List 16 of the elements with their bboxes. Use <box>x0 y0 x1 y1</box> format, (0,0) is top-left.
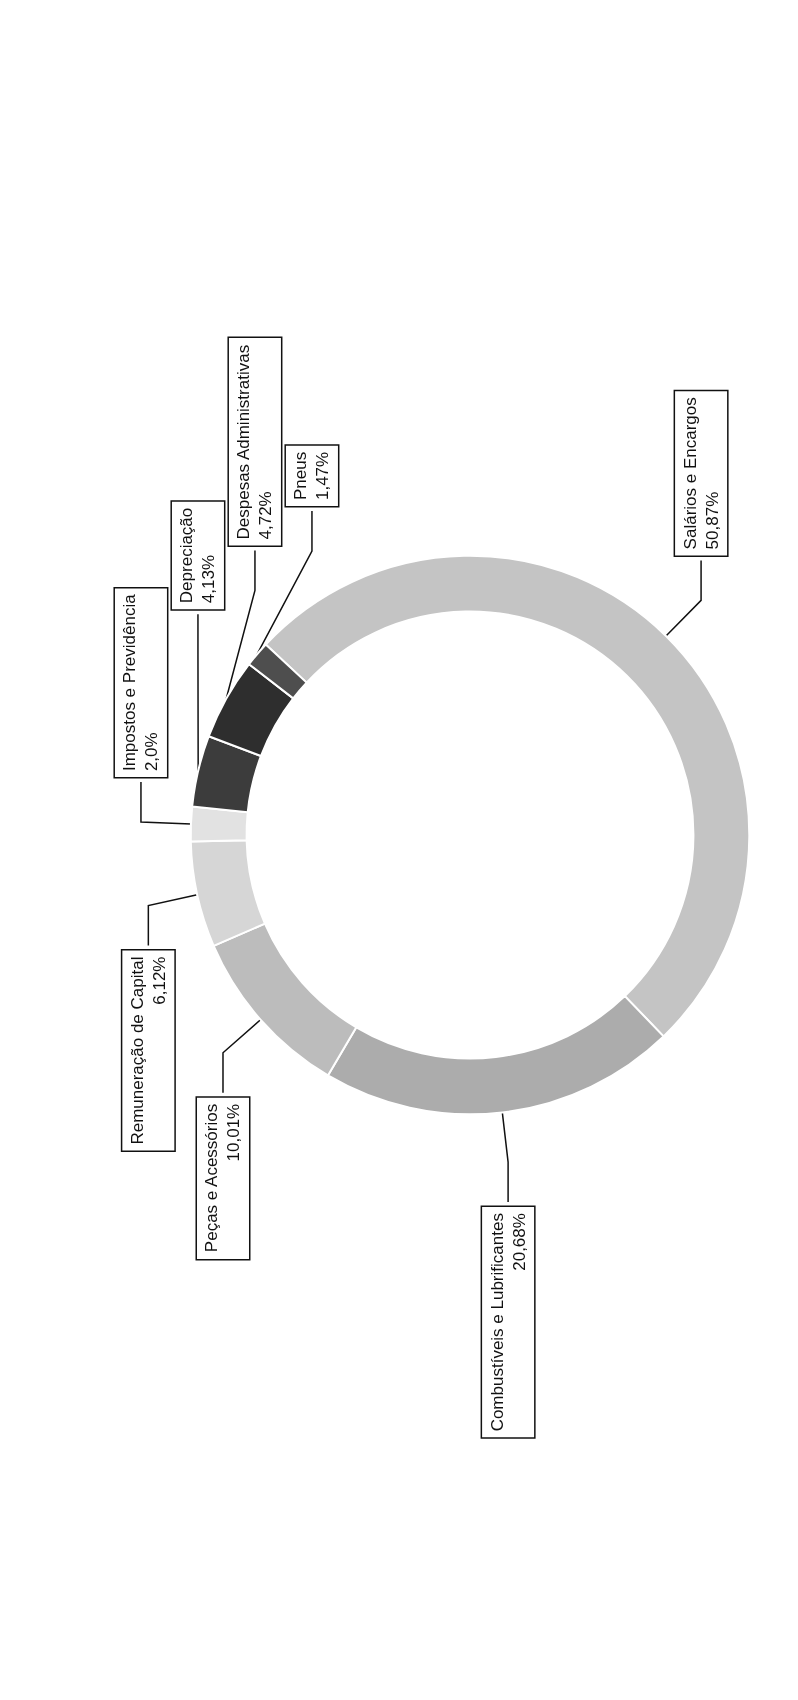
slice-label: Pneus <box>291 451 311 501</box>
data-label: 4,13% <box>199 554 219 604</box>
slice-label: Despesas Administrativas <box>234 344 254 540</box>
data-label: 4,72% <box>256 491 276 540</box>
slice-label: Salários e Encargos <box>680 397 700 550</box>
slice-label: Combustíveis e Lubrificantes <box>487 1213 507 1432</box>
data-label: 1,47% <box>313 451 333 501</box>
data-label: 20,68% <box>509 1213 529 1271</box>
data-label: 6,12% <box>149 956 169 1005</box>
data-label: 10,01% <box>224 1103 244 1162</box>
data-label: 50,87% <box>702 491 722 550</box>
slice-label: Remuneração de Capital <box>127 956 147 1145</box>
slice-label: Peças e Acessórios <box>202 1103 222 1253</box>
data-label: 2,0% <box>142 732 162 772</box>
slice-label: Impostos e Previdência <box>120 593 140 772</box>
slice-label: Depreciação <box>177 507 197 604</box>
